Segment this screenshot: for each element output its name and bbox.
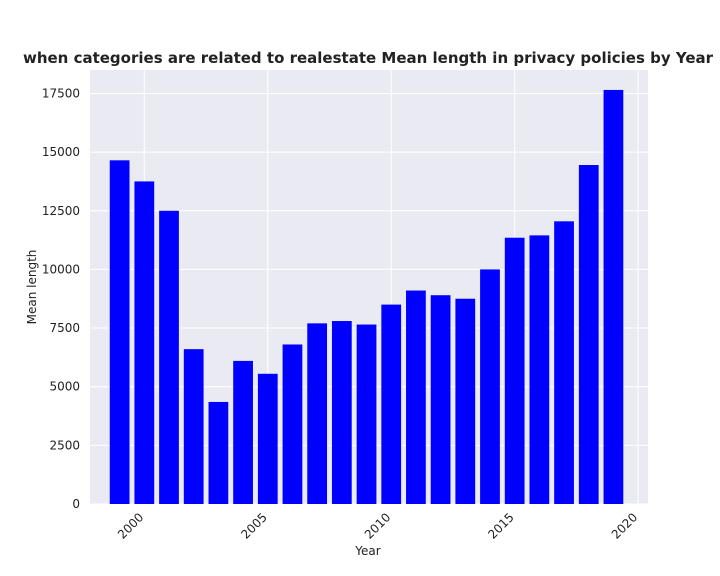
y-tick-label: 0 [72, 497, 80, 511]
y-tick-label: 5000 [49, 380, 80, 394]
y-tick-label: 2500 [49, 438, 80, 452]
y-tick-label: 12500 [42, 204, 80, 218]
bar-1999 [109, 160, 130, 505]
bar-2008 [331, 321, 352, 504]
bar-2002 [183, 349, 204, 504]
chart-title: when categories are related to realestat… [23, 49, 714, 67]
bar-2017 [554, 221, 574, 504]
y-tick-label: 15000 [42, 145, 80, 159]
x-tick-label: 2000 [115, 510, 146, 541]
bar-2003 [208, 401, 229, 504]
x-tick-label: 2005 [238, 510, 269, 541]
bar-2004 [233, 360, 253, 504]
y-tick-label: 10000 [42, 262, 80, 276]
bar-2005 [257, 373, 278, 504]
x-axis-label: Year [354, 544, 380, 558]
bar-2014 [480, 269, 500, 504]
bars [109, 89, 624, 505]
bar-2018 [578, 165, 599, 504]
bar-2000 [134, 181, 155, 504]
bar-2015 [504, 237, 525, 504]
bar-2006 [282, 344, 303, 504]
y-tick-labels: 0 2500 5000 7500 10000 12500 15000 17500 [42, 86, 80, 511]
bar-2009 [356, 324, 377, 504]
x-tick-label: 2020 [609, 510, 640, 541]
y-tick-label: 7500 [49, 321, 80, 335]
x-tick-label: 2010 [362, 510, 393, 541]
x-tick-labels: 2000 2005 2010 2015 2020 [115, 510, 640, 541]
bar-2016 [529, 235, 550, 504]
bar-2013 [455, 298, 476, 504]
bar-2019 [603, 89, 624, 504]
bar-2012 [430, 295, 451, 504]
bar-2011 [406, 290, 426, 504]
x-tick-label: 2015 [485, 510, 516, 541]
bar-2010 [381, 304, 402, 504]
bar-2007 [307, 323, 328, 504]
bar-2001 [159, 210, 179, 504]
y-tick-label: 17500 [42, 86, 80, 100]
y-axis-label: Mean length [25, 250, 39, 325]
